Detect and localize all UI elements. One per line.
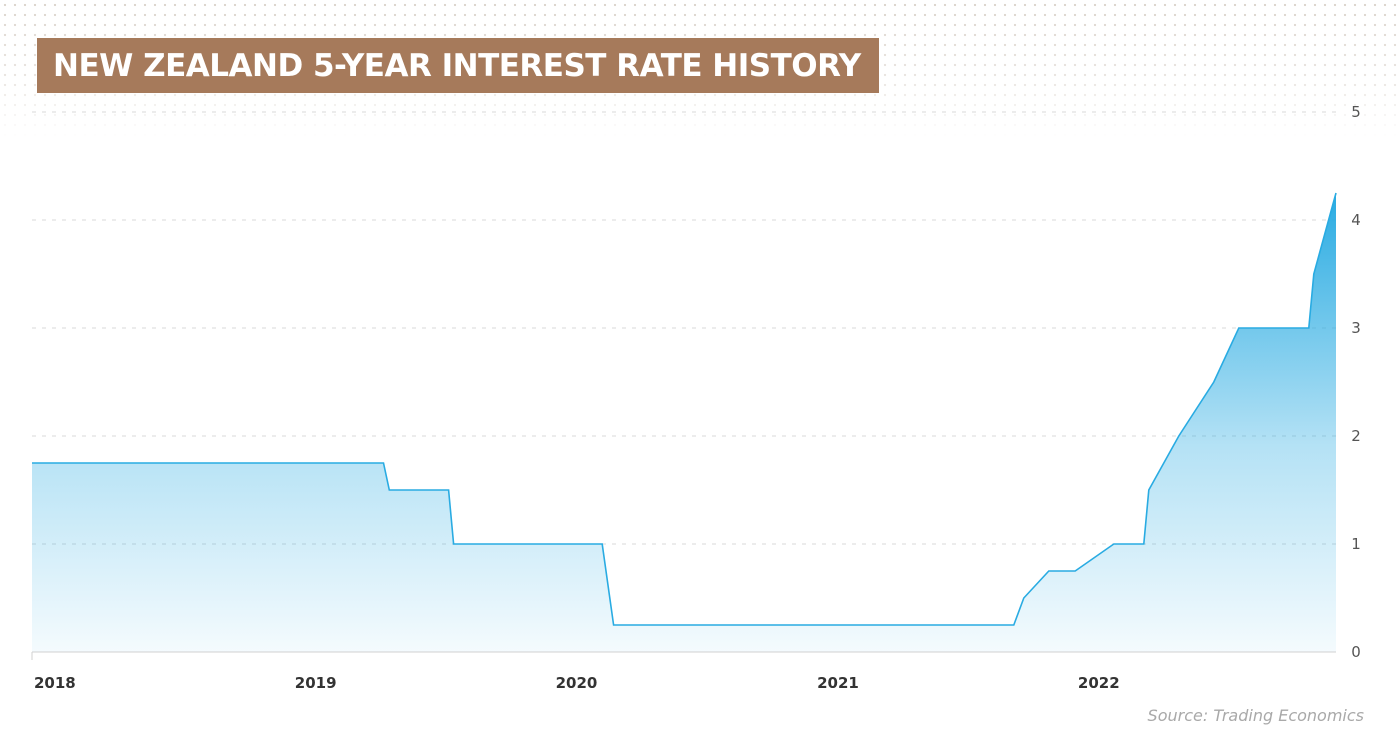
source-note: Source: Trading Economics: [1147, 706, 1364, 725]
chart-title-banner: NEW ZEALAND 5-YEAR INTEREST RATE HISTORY: [37, 38, 879, 93]
area-layer: [32, 192, 1337, 652]
y-tick-label-4: 4: [1351, 211, 1361, 229]
grid-lines: [32, 111, 1336, 545]
x-axis-tick-labels: 2018 2019 2020 2021 2022: [34, 674, 1120, 692]
chart-title: NEW ZEALAND 5-YEAR INTEREST RATE HISTORY: [53, 47, 861, 84]
axis-layer: [31, 651, 1336, 660]
y-tick-label-5: 5: [1351, 103, 1361, 121]
y-tick-label-3: 3: [1351, 319, 1361, 337]
x-tick-label-2020: 2020: [556, 674, 598, 692]
x-tick-label-2022: 2022: [1078, 674, 1120, 692]
series-area-fill: [32, 193, 1336, 652]
y-tick-label-1: 1: [1351, 535, 1361, 553]
x-tick-label-2021: 2021: [817, 674, 859, 692]
x-tick-label-2019: 2019: [295, 674, 337, 692]
y-tick-label-2: 2: [1351, 427, 1361, 445]
y-tick-label-0: 0: [1351, 643, 1361, 661]
y-axis-tick-labels: 0 1 2 3 4 5: [1351, 103, 1361, 661]
x-tick-label-2018: 2018: [34, 674, 76, 692]
series-line: [32, 192, 1337, 626]
